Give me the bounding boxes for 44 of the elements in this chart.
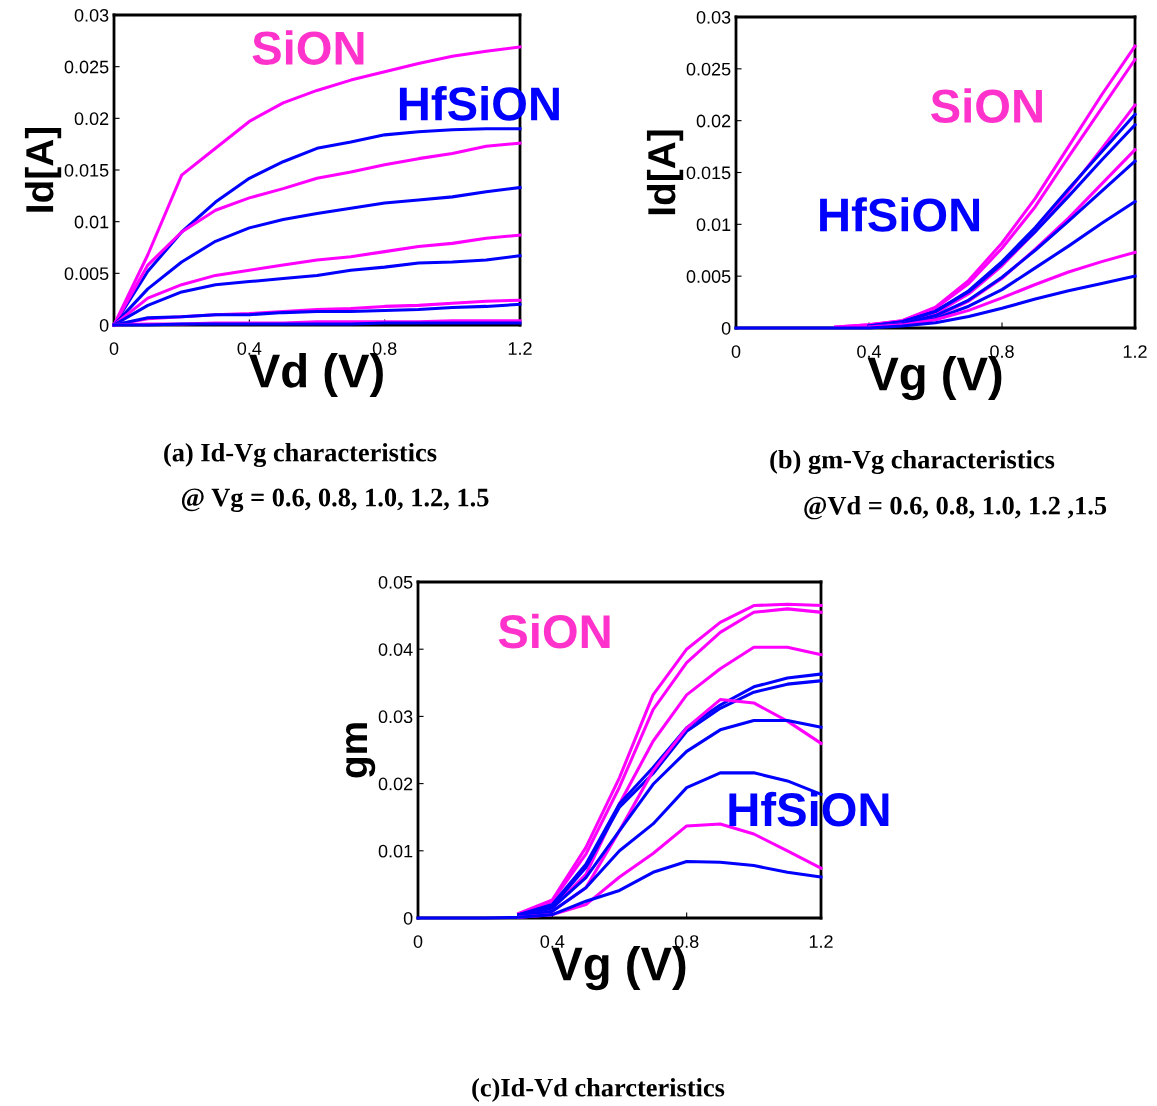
y-tick-label: 0.03: [378, 710, 413, 724]
y-tick-label: 0.02: [74, 112, 109, 126]
y-axis-title: gm: [346, 723, 376, 778]
y-tick-label: 0.005: [64, 267, 109, 281]
y-tick-label: 0.03: [74, 8, 109, 22]
y-tick-label: 0.015: [64, 163, 109, 177]
y-tick-label: 0.005: [686, 270, 731, 283]
x-tick-label: 1.2: [508, 342, 532, 355]
x-tick-label: 0.8: [674, 935, 699, 948]
y-tick-label: 0.03: [696, 10, 731, 24]
y-tick-label: 0.015: [686, 166, 731, 180]
x-tick-label: 0.8: [990, 345, 1014, 358]
y-tick-label: 0.02: [696, 114, 731, 128]
y-tick-label: 0: [403, 911, 413, 925]
y-tick-label: 0: [99, 318, 109, 332]
x-tick-label: 0.8: [372, 342, 397, 355]
x-tick-label: 0: [413, 935, 423, 948]
annotation: SiON: [252, 30, 364, 65]
x-axis-title: Vd (V): [249, 352, 383, 397]
y-tick-label: 0.04: [378, 643, 413, 656]
x-tick-label: 0.4: [237, 342, 262, 355]
y-tick-label: 0: [721, 321, 731, 335]
x-tick-label: 1.2: [1123, 345, 1147, 358]
y-tick-label: 0.01: [696, 218, 731, 232]
y-tick-label: 0.05: [378, 575, 413, 589]
y-tick-label: 0.025: [686, 62, 731, 76]
x-tick-label: 0.4: [857, 345, 882, 358]
annotation: SiON: [931, 88, 1042, 123]
y-axis-title: Id[A]: [24, 127, 62, 212]
text: (b) gm-Vg characteristics: [770, 449, 1055, 475]
y-axis-title: Id[A]: [646, 130, 684, 215]
text: @ Vg = 0.6, 0.8, 1.0, 1.2, 1.5: [181, 488, 489, 512]
annotation: HfSiON: [820, 197, 980, 232]
text: @Vd = 0.6, 0.8, 1.0, 1.2 ,1.5: [804, 496, 1107, 520]
annotation: SiON: [498, 613, 610, 649]
x-tick-label: 0: [109, 342, 119, 355]
y-tick-label: 0.01: [378, 844, 413, 858]
y-tick-label: 0.025: [64, 60, 109, 74]
text: (a) Id-Vg characteristics: [164, 442, 437, 468]
x-tick-label: 0: [731, 345, 741, 358]
y-tick-label: 0.01: [74, 215, 109, 229]
text: (c)Id-Vd charcteristics: [472, 1078, 725, 1102]
y-tick-label: 0.02: [378, 777, 413, 791]
x-tick-label: 1.2: [809, 935, 833, 948]
